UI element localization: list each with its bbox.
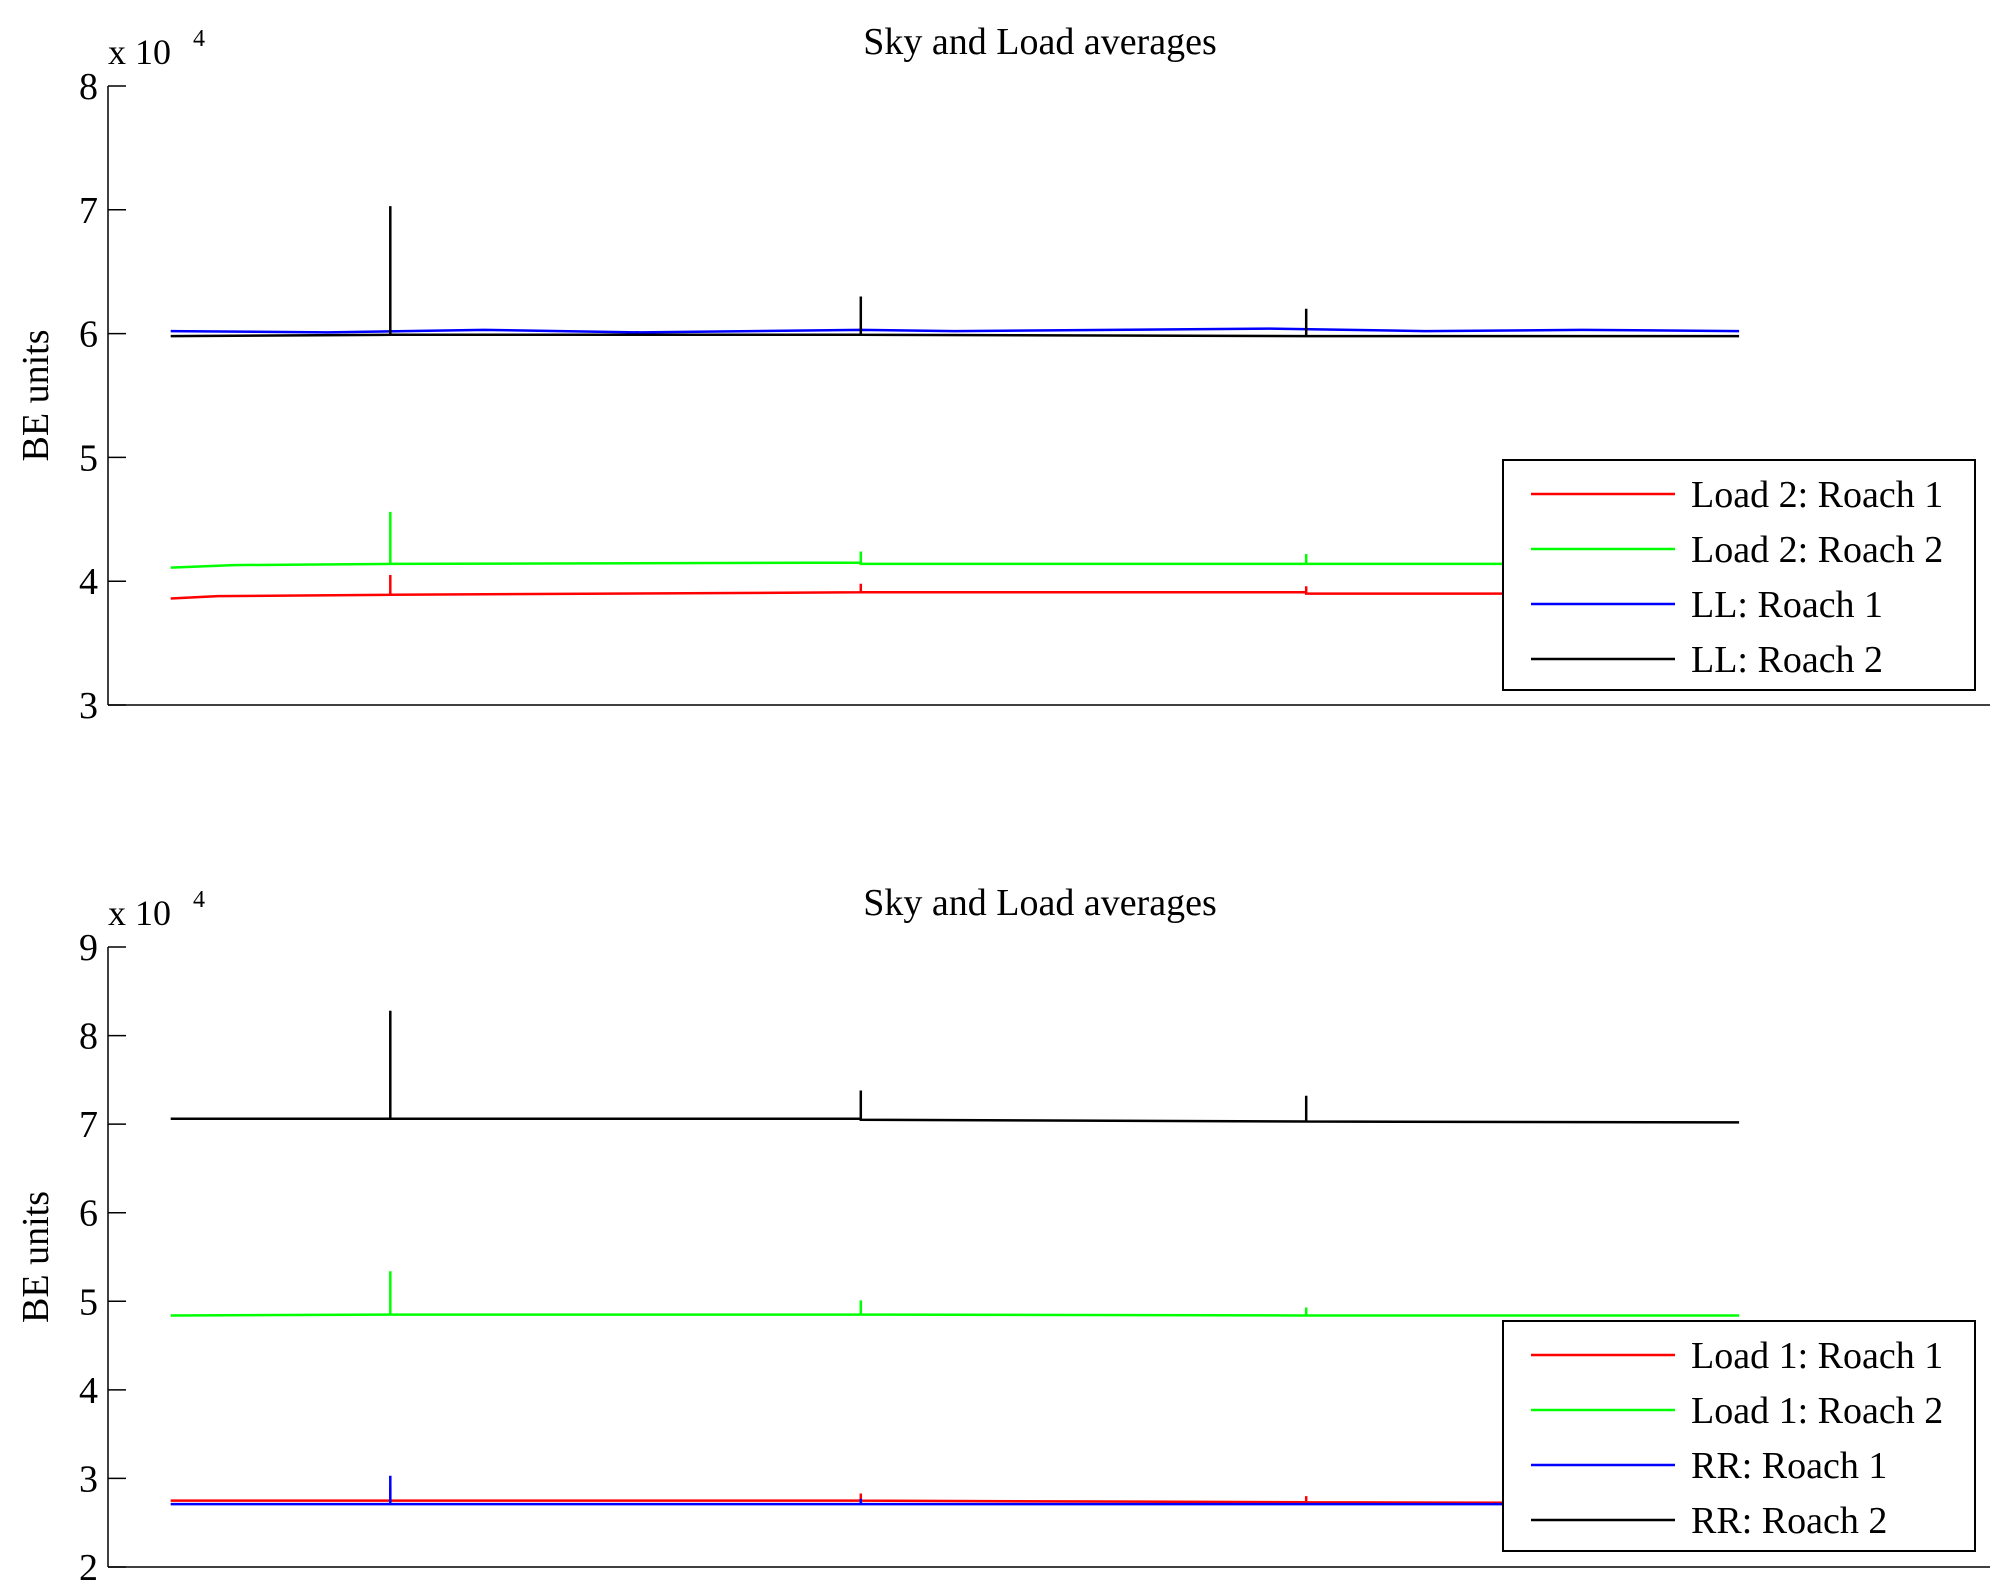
y-tick-label: 8 <box>79 66 98 108</box>
y-multiplier-label: x 10 <box>108 893 171 933</box>
series-line-1 <box>170 575 1740 600</box>
legend-label: LL: Roach 2 <box>1691 639 1883 681</box>
y-tick-label: 3 <box>79 1458 98 1500</box>
y-exponent-label: 4 <box>193 887 205 913</box>
y-tick-label: 7 <box>79 1104 98 1146</box>
y-tick-label: 4 <box>79 1370 98 1412</box>
y-multiplier-label: x 10 <box>108 32 171 72</box>
y-axis-label: BE units <box>15 1191 57 1323</box>
y-exponent-label: 4 <box>193 26 205 52</box>
series-line-2 <box>170 511 1740 569</box>
y-tick-label: 5 <box>79 437 98 479</box>
legend-box <box>1502 459 1976 691</box>
chart-title: Sky and Load averages <box>863 882 1217 924</box>
y-tick-label: 6 <box>79 314 98 356</box>
legend-label: RR: Roach 1 <box>1691 1445 1887 1487</box>
plot-area <box>170 1010 1740 1506</box>
series-line-3 <box>170 327 1740 334</box>
y-axis-label: BE units <box>15 330 57 462</box>
chart-title: Sky and Load averages <box>863 21 1217 63</box>
y-tick-label: 5 <box>79 1281 98 1323</box>
legend-label: Load 1: Roach 1 <box>1691 1335 1943 1377</box>
y-tick-label: 6 <box>79 1193 98 1235</box>
series-line-3 <box>170 1475 1740 1506</box>
y-tick-label: 2 <box>79 1547 98 1589</box>
series-line-4 <box>170 206 1740 338</box>
legend-label: Load 1: Roach 2 <box>1691 1390 1943 1432</box>
chart-1: 3 4 5 6 7 8x 10 4 Sky and Load averages BE units… <box>15 21 1990 727</box>
y-tick-label: 3 <box>79 685 98 727</box>
legend: Load 1: Roach 1 Load 1: Roach 2 RR: Roach … <box>1502 1320 1976 1552</box>
y-tick-label: 9 <box>79 927 98 969</box>
series-line-2 <box>170 1271 1740 1317</box>
legend-label: RR: Roach 2 <box>1691 1500 1887 1542</box>
y-tick-label: 4 <box>79 561 98 603</box>
plot-area <box>170 206 1740 600</box>
legend-label: Load 2: Roach 2 <box>1691 529 1943 571</box>
legend-label: Load 2: Roach 1 <box>1691 474 1943 516</box>
y-tick-label: 7 <box>79 190 98 232</box>
legend-box <box>1502 1320 1976 1552</box>
y-tick-label: 8 <box>79 1016 98 1058</box>
legend: Load 2: Roach 1 Load 2: Roach 2 LL: Roach … <box>1502 459 1976 691</box>
legend-label: LL: Roach 1 <box>1691 584 1883 626</box>
chart-2: 2 3 4 5 6 7 8 9x 10 4 Sky and Load averages BE uni… <box>15 882 1990 1589</box>
series-line-4 <box>170 1010 1740 1124</box>
